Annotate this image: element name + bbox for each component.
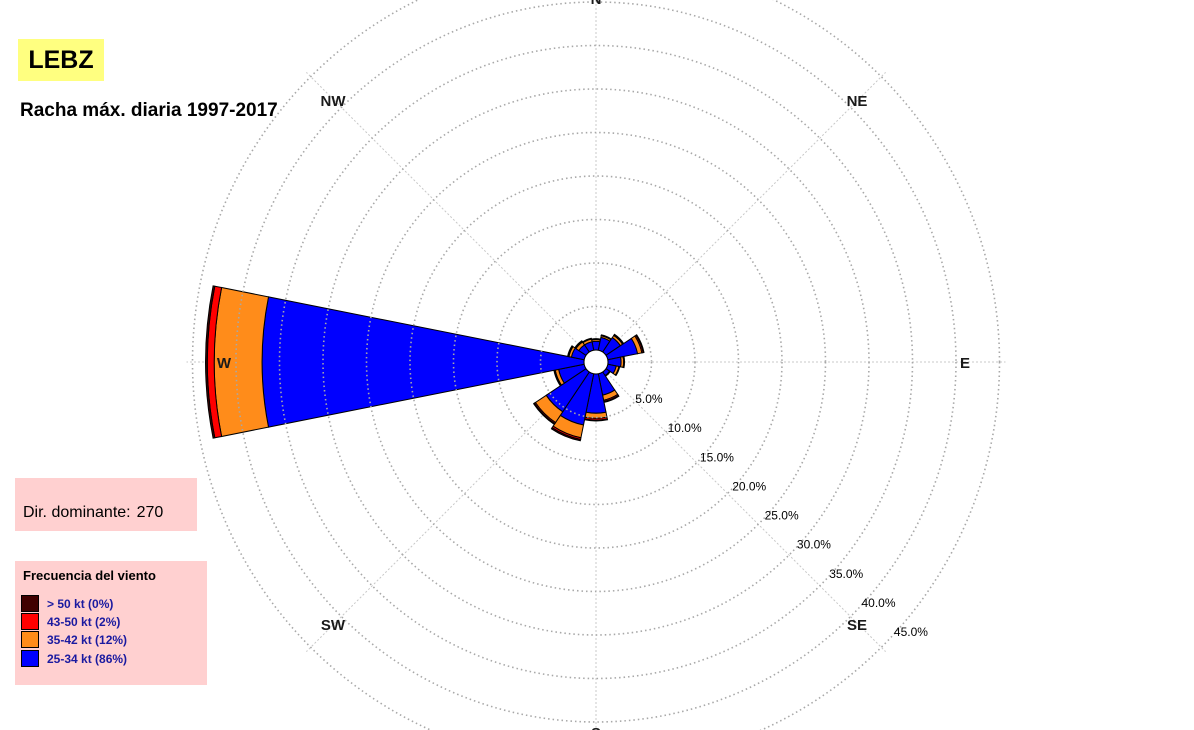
radial-tick-label: 40.0%: [862, 596, 896, 610]
wind-sector: [567, 345, 574, 358]
wind-sector: [574, 340, 583, 349]
radial-tick-label: 10.0%: [668, 421, 702, 435]
wind-sector: [581, 337, 593, 344]
legend-title: Frecuencia del viento: [23, 568, 156, 583]
wind-sector: [614, 365, 621, 377]
legend: Frecuencia del viento > 50 kt (0%) 43-50…: [15, 561, 207, 685]
radial-tick-label: 15.0%: [700, 450, 734, 464]
legend-swatch: [21, 595, 39, 612]
ring-gridline: [235, 1, 957, 723]
wind-sector: [635, 334, 645, 354]
ring-gridline: [539, 305, 653, 419]
legend-swatch: [21, 650, 39, 667]
legend-swatch: [21, 613, 39, 630]
ring-gridline: [452, 218, 740, 506]
wind-sector: [532, 402, 556, 426]
dominant-direction-text: Dir. dominante: 270: [23, 504, 163, 522]
direction-label: E: [960, 355, 970, 372]
radial-gridline: [306, 72, 597, 363]
legend-item: 35-42 kt (12%): [21, 631, 127, 648]
dominant-direction-box: Dir. dominante: 270: [15, 478, 197, 531]
ring-gridline: [409, 175, 783, 549]
center-hole: [583, 349, 609, 375]
legend-label: > 50 kt (0%): [47, 596, 114, 611]
chart-subtitle: Racha máx. diaria 1997-2017: [20, 100, 278, 121]
ring-gridline: [365, 131, 827, 593]
direction-label: S: [591, 725, 601, 730]
ring-gridline: [322, 88, 870, 636]
legend-label: 43-50 kt (2%): [47, 614, 121, 629]
wind-sector: [623, 355, 626, 369]
direction-label: SW: [321, 617, 346, 634]
direction-label: N: [591, 0, 602, 8]
ring-gridline: [496, 262, 696, 462]
wind-sector: [591, 338, 601, 341]
radial-tick-label: 35.0%: [829, 567, 863, 581]
legend-item: > 50 kt (0%): [21, 595, 113, 612]
legend-item: 25-34 kt (86%): [21, 650, 127, 667]
legend-item: 43-50 kt (2%): [21, 613, 120, 630]
legend-swatch: [21, 631, 39, 648]
dominant-value: 270: [136, 504, 164, 521]
direction-label: W: [217, 355, 232, 372]
legend-label: 25-34 kt (86%): [47, 651, 128, 666]
wind-sector: [205, 285, 216, 439]
radial-tick-label: 30.0%: [797, 538, 831, 552]
direction-label: NE: [847, 93, 868, 110]
radial-tick-label: 25.0%: [765, 509, 799, 523]
ring-gridline: [191, 0, 1001, 730]
radial-gridline: [595, 361, 886, 652]
ring-gridline: [278, 44, 914, 680]
direction-label: NW: [321, 93, 347, 110]
radial-tick-label: 45.0%: [894, 625, 928, 639]
direction-label: SE: [847, 617, 867, 634]
radial-gridline: [595, 72, 886, 363]
radial-tick-label: 5.0%: [635, 392, 663, 406]
dominant-label: Dir. dominante:: [23, 504, 131, 521]
wind-sector: [550, 427, 582, 442]
radial-tick-label: 20.0%: [732, 480, 766, 494]
legend-label: 35-42 kt (12%): [47, 632, 128, 647]
station-title: LEBZ: [18, 39, 104, 81]
